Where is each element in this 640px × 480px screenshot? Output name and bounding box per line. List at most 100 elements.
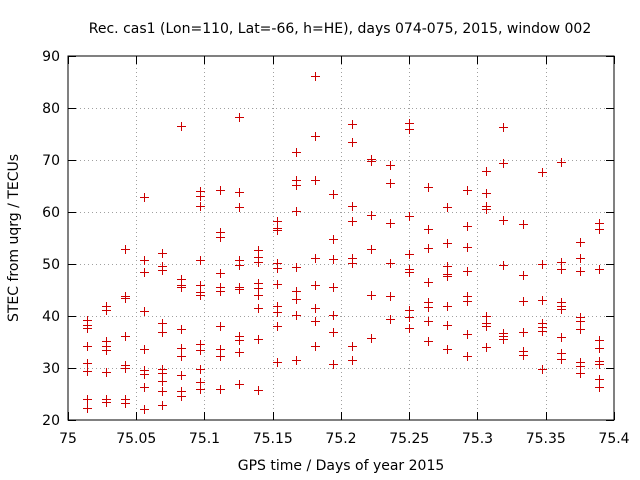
x-tick-label: 75 (59, 431, 77, 447)
x-tick-label: 75.35 (526, 431, 566, 447)
data-point (177, 352, 186, 361)
data-point (254, 304, 263, 313)
data-point (519, 220, 528, 229)
data-point (386, 179, 395, 188)
data-point (405, 268, 414, 277)
data-point (499, 123, 508, 132)
data-point (273, 226, 282, 235)
data-point (595, 375, 604, 384)
x-tick-labels: 75 75.05 75.1 75.15 75.2 75.25 75.3 75.35 75.4 (59, 431, 630, 447)
data-point (443, 203, 452, 212)
data-point (196, 202, 205, 211)
data-point (576, 317, 585, 326)
data-point (158, 319, 167, 328)
data-point (311, 304, 320, 313)
data-point (329, 360, 338, 369)
data-point (177, 344, 186, 353)
data-point (499, 159, 508, 168)
data-point (235, 336, 244, 345)
data-point (329, 283, 338, 292)
data-point (424, 317, 433, 326)
data-point (405, 125, 414, 134)
data-point (158, 328, 167, 337)
data-point (443, 272, 452, 281)
data-point (158, 377, 167, 386)
data-point (140, 307, 149, 316)
data-point (557, 158, 566, 167)
data-point (519, 271, 528, 280)
y-axis-label: STEC from uqrg / TECUs (6, 154, 22, 322)
data-point (348, 356, 357, 365)
y-tick-label: 60 (42, 205, 60, 221)
y-tick-label: 90 (42, 49, 60, 65)
data-point (292, 207, 301, 216)
data-point (83, 404, 92, 413)
data-point (557, 333, 566, 342)
data-point (595, 360, 604, 369)
data-point (538, 296, 547, 305)
data-point (235, 261, 244, 270)
data-point (140, 383, 149, 392)
data-point (538, 327, 547, 336)
data-point (499, 216, 508, 225)
data-point (196, 385, 205, 394)
data-point (311, 254, 320, 263)
data-point (348, 342, 357, 351)
data-point (386, 315, 395, 324)
data-point (121, 364, 130, 373)
data-point (576, 254, 585, 263)
y-tick-label: 40 (42, 309, 60, 325)
data-point (235, 188, 244, 197)
data-point (311, 342, 320, 351)
data-point (235, 380, 244, 389)
data-point (83, 324, 92, 333)
data-point (196, 346, 205, 355)
data-point (216, 233, 225, 242)
data-point (424, 278, 433, 287)
data-point (463, 297, 472, 306)
data-point (443, 302, 452, 311)
data-point (386, 259, 395, 268)
data-point (177, 392, 186, 401)
data-point (424, 183, 433, 192)
data-point (292, 181, 301, 190)
data-point (576, 267, 585, 276)
data-point (405, 250, 414, 259)
data-point (329, 190, 338, 199)
data-point (235, 203, 244, 212)
data-point (216, 269, 225, 278)
data-point (254, 335, 263, 344)
data-point (292, 287, 301, 296)
data-point (158, 249, 167, 258)
data-point (424, 225, 433, 234)
data-point (463, 243, 472, 252)
data-point (424, 337, 433, 346)
data-point (386, 161, 395, 170)
data-point (519, 328, 528, 337)
data-point (216, 385, 225, 394)
data-point (329, 311, 338, 320)
data-point (367, 245, 376, 254)
data-point (254, 291, 263, 300)
data-point (177, 283, 186, 292)
data-point (367, 157, 376, 166)
x-tick-label: 75.4 (598, 431, 629, 447)
data-point (519, 351, 528, 360)
x-tick-label: 75.15 (253, 431, 293, 447)
x-tick-label: 75.25 (389, 431, 429, 447)
data-point (348, 259, 357, 268)
data-point (196, 365, 205, 374)
plot-area-frame (67, 55, 615, 421)
data-point (557, 265, 566, 274)
data-point (292, 263, 301, 272)
data-point (292, 356, 301, 365)
data-point (424, 303, 433, 312)
data-point (216, 186, 225, 195)
data-point (311, 317, 320, 326)
data-point (83, 342, 92, 351)
data-point (499, 335, 508, 344)
data-point (463, 267, 472, 276)
data-point (348, 138, 357, 147)
data-point (121, 399, 130, 408)
data-point (102, 346, 111, 355)
